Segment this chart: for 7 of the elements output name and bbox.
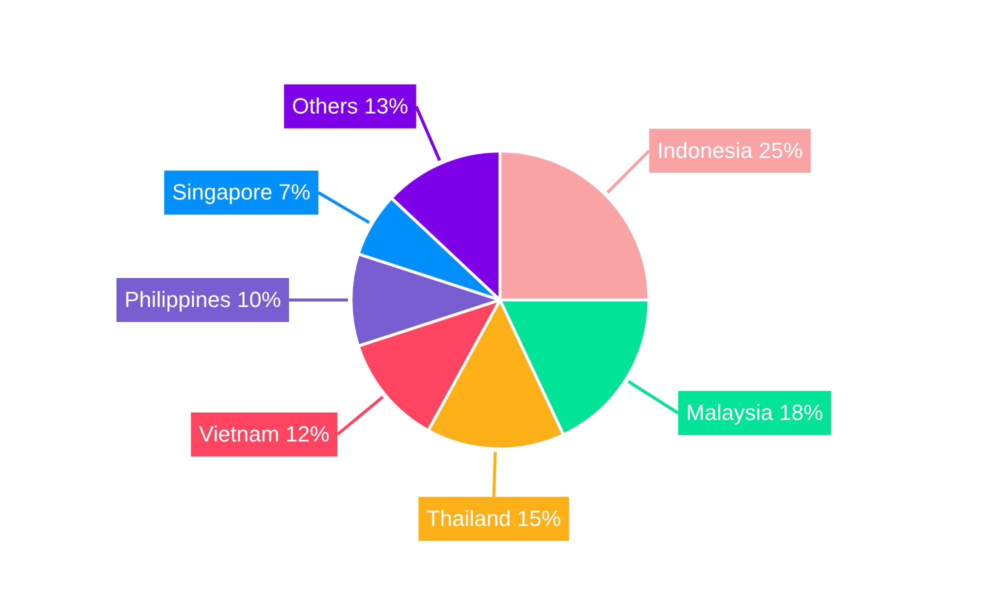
slice-label: Indonesia 25% — [657, 138, 803, 163]
slice-label: Malaysia 18% — [686, 400, 824, 426]
slice-label: Thailand 15% — [426, 506, 562, 531]
slice-label: Vietnam 12% — [198, 422, 330, 447]
slice-label: Philippines 10% — [124, 287, 281, 312]
slice-label: Others 13% — [292, 93, 408, 118]
slice-label: Singapore 7% — [172, 180, 310, 205]
